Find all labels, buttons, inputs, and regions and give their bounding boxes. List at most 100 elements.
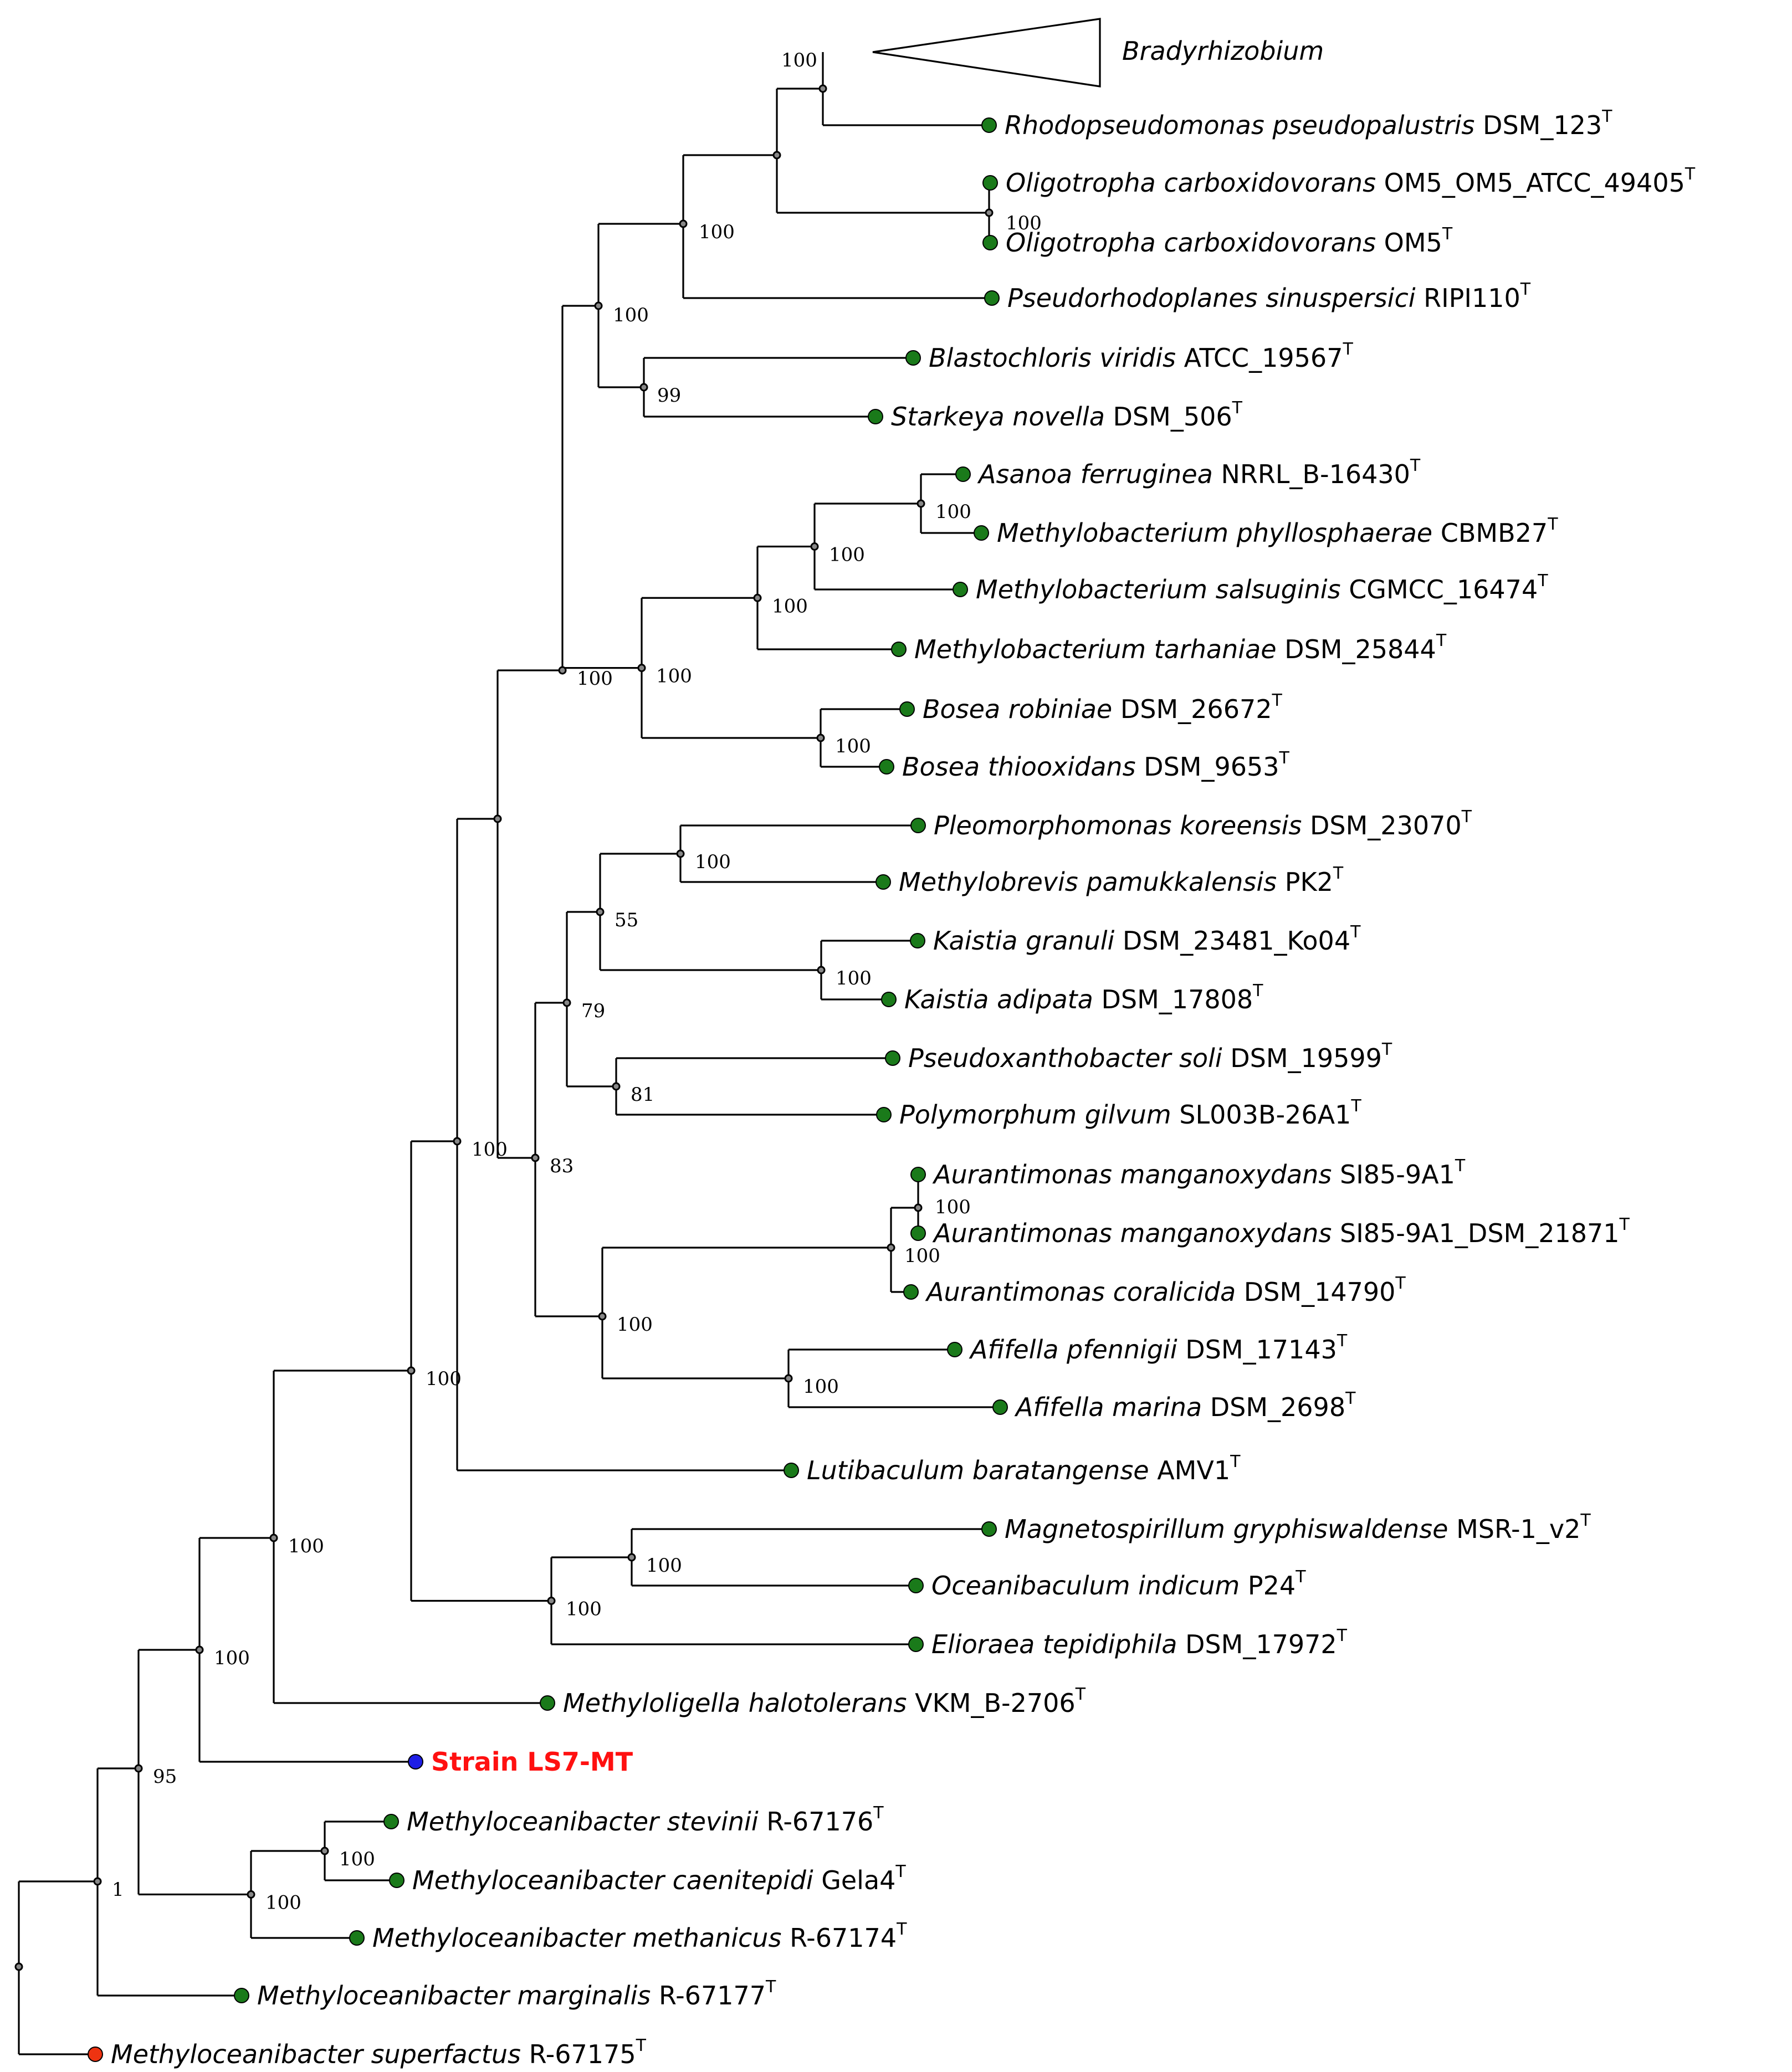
taxon-label: Aurantimonas manganoxydans SI85-9A1_DSM_… (932, 1215, 1630, 1248)
internal-node (134, 1764, 143, 1773)
tip-marker (974, 525, 989, 541)
taxon-label: Lutibaculum baratangense AMV1T (807, 1452, 1241, 1485)
internal-node (531, 1153, 540, 1162)
internal-node (679, 219, 688, 228)
type-strain-mark: T (1350, 1096, 1361, 1116)
taxon-strain: OM5 (1384, 228, 1442, 258)
taxon-strain: RIPI110 (1424, 283, 1520, 313)
tip-marker (876, 1107, 892, 1122)
taxon-strain: SL003B-26A1 (1179, 1100, 1351, 1130)
taxon-strain: DSM_25844 (1284, 634, 1436, 664)
type-strain-mark: T (1272, 691, 1283, 710)
taxon-species: Kaistia granuli (933, 926, 1123, 956)
taxon-strain: VKM_B-2706 (915, 1688, 1076, 1718)
type-strain-mark: T (1537, 571, 1548, 591)
bootstrap-value: 99 (657, 384, 681, 407)
bootstrap-value: 95 (153, 1766, 177, 1788)
type-strain-mark: T (1342, 340, 1353, 359)
taxon-label: Methyloceanibacter methanicus R-67174T (372, 1920, 907, 1953)
internal-node (195, 1645, 204, 1654)
internal-node (493, 814, 502, 823)
type-strain-mark: T (1520, 280, 1531, 299)
internal-node (772, 151, 781, 160)
bootstrap-value: 100 (935, 501, 971, 523)
bootstrap-value: 100 (835, 735, 871, 757)
taxon-label: Aurantimonas manganoxydans SI85-9A1T (932, 1156, 1466, 1189)
internal-node (914, 1203, 923, 1212)
taxon-species: Oceanibaculum indicum (931, 1571, 1248, 1601)
taxon-species: Bosea robiniae (923, 694, 1120, 724)
type-strain-mark: T (1337, 1626, 1348, 1645)
internal-node (247, 1890, 255, 1899)
taxon-strain: DSM_23481_Ko04 (1123, 926, 1350, 956)
taxon-species: Aurantimonas coralicida (925, 1277, 1244, 1307)
type-strain-mark: T (1337, 1331, 1348, 1351)
type-strain-mark: T (873, 1803, 884, 1823)
tip-marker (540, 1695, 555, 1711)
taxon-strain: MSR-1_v2 (1456, 1514, 1580, 1544)
tip-marker (891, 642, 907, 657)
internal-node (676, 849, 685, 858)
tip-marker (879, 759, 894, 775)
taxon-label: Strain LS7-MT (431, 1747, 633, 1777)
taxon-strain: OM5_OM5_ATCC_49405 (1384, 168, 1685, 198)
bootstrap-value: 100 (695, 851, 731, 873)
taxon-strain: R-67177 (659, 1981, 766, 2011)
bootstrap-value: 100 (566, 1598, 602, 1620)
bootstrap-values: 100 100 100 99 100 100 100 100 100 100 100 100 100 55… (112, 49, 1042, 1914)
tip-marker (910, 818, 926, 833)
taxon-label: Methylobacterium phyllosphaerae CBMB27T (997, 515, 1558, 548)
taxon-strain: DSM_17143 (1185, 1335, 1337, 1365)
taxon-strain: R-67174 (790, 1923, 897, 1953)
taxon-species: Bosea thiooxidans (902, 752, 1144, 782)
taxon-strain: DSM_23070 (1310, 811, 1462, 840)
taxon-label: Bosea thiooxidans DSM_9653T (902, 748, 1290, 782)
taxon-strain: NRRL_B-16430 (1221, 459, 1410, 489)
tip-marker (905, 350, 921, 366)
type-strain-mark: T (1252, 981, 1263, 1001)
taxon-label: Aurantimonas coralicida DSM_14790T (925, 1274, 1406, 1307)
type-strain-mark: T (1436, 631, 1447, 650)
taxon-label: Methylobacterium salsuginis CGMCC_16474T (976, 571, 1548, 604)
internal-node (14, 1962, 23, 1971)
taxon-label: Pleomorphomonas koreensis DSM_23070T (934, 807, 1472, 840)
internal-node (93, 1877, 102, 1886)
bootstrap-value: 100 (613, 304, 649, 326)
internal-node (594, 301, 603, 310)
internal-node (627, 1553, 636, 1562)
type-strain-mark: T (765, 1977, 776, 1997)
internal-node (407, 1366, 416, 1375)
taxon-species: Rhodopseudomonas pseudopalustris (1005, 110, 1483, 140)
taxon-label: Methyloceanibacter marginalis R-67177T (257, 1977, 776, 2011)
bootstrap-value: 100 (836, 967, 872, 989)
taxon-label: Polymorphum gilvum SL003B-26A1T (899, 1096, 1361, 1130)
taxon-species: Blastochloris viridis (929, 343, 1184, 373)
internal-node (985, 208, 994, 217)
internal-node (818, 84, 827, 93)
taxon-label: Oligotropha carboxidovorans OM5_OM5_ATCC… (1006, 165, 1696, 198)
taxon-label: Methyloceanibacter superfactus R-67175T (111, 2036, 647, 2069)
taxon-strain: P24 (1248, 1571, 1296, 1601)
type-strain-mark: T (1547, 515, 1558, 534)
taxon-strain: SI85-9A1_DSM_21871 (1340, 1218, 1620, 1248)
type-strain-mark: T (1580, 1511, 1591, 1530)
tip-marker (982, 175, 998, 191)
tip-marker (908, 1637, 924, 1652)
bootstrap-value: 100 (288, 1535, 324, 1557)
taxon-label: Methyloceanibacter caenitepidi Gela4T (412, 1862, 906, 1895)
taxon-species: Oligotropha carboxidovorans (1006, 168, 1384, 198)
internal-node (753, 593, 762, 602)
taxon-strain: DSM_14790 (1244, 1277, 1396, 1307)
internal-node (816, 734, 825, 742)
bootstrap-value: 100 (699, 221, 735, 243)
tip-marker (349, 1930, 365, 1946)
taxon-label: Methyloceanibacter stevinii R-67176T (407, 1803, 884, 1837)
taxon-label: Bosea robiniae DSM_26672T (923, 691, 1283, 724)
internal-node (887, 1243, 895, 1252)
bootstrap-value: 100 (781, 49, 817, 71)
tip-marker (953, 582, 968, 597)
type-strain-mark: T (1232, 398, 1243, 418)
internal-node (817, 966, 826, 975)
bootstrap-value: 100 (426, 1368, 462, 1390)
taxon-strain: DSM_17972 (1185, 1629, 1337, 1659)
